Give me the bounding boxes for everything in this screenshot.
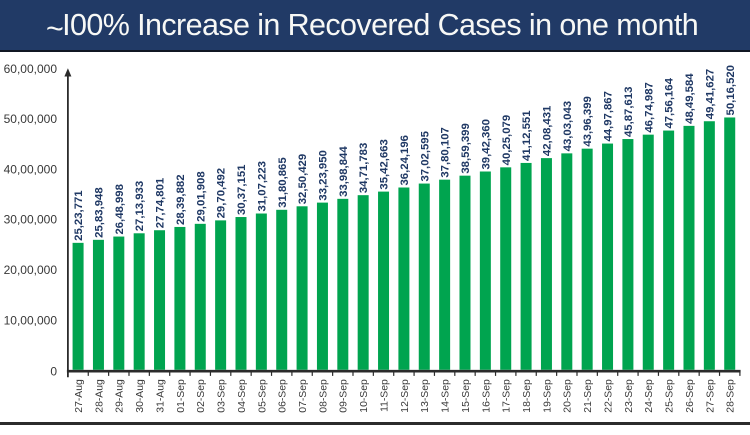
svg-text:10-Sep: 10-Sep <box>359 379 370 413</box>
svg-text:28,39,882: 28,39,882 <box>175 174 187 224</box>
svg-text:48,49,584: 48,49,584 <box>684 73 696 124</box>
svg-text:31-Aug: 31-Aug <box>155 379 166 413</box>
svg-text:46,74,987: 46,74,987 <box>643 82 655 132</box>
svg-text:14-Sep: 14-Sep <box>441 379 452 413</box>
svg-text:38,59,399: 38,59,399 <box>460 123 472 173</box>
svg-text:35,42,663: 35,42,663 <box>379 139 391 189</box>
svg-text:24-Sep: 24-Sep <box>644 379 655 413</box>
svg-text:17-Sep: 17-Sep <box>502 379 513 413</box>
svg-text:28-Sep: 28-Sep <box>726 379 737 413</box>
svg-text:50,00,000: 50,00,000 <box>4 112 58 126</box>
svg-text:01-Sep: 01-Sep <box>176 379 187 413</box>
svg-text:27,13,933: 27,13,933 <box>134 181 146 231</box>
svg-text:20-Sep: 20-Sep <box>563 379 574 413</box>
svg-text:25,23,771: 25,23,771 <box>73 190 85 240</box>
svg-text:18-Sep: 18-Sep <box>522 379 533 413</box>
svg-text:20,00,000: 20,00,000 <box>4 263 58 277</box>
svg-text:60,00,000: 60,00,000 <box>4 62 58 76</box>
svg-text:47,56,164: 47,56,164 <box>664 77 676 128</box>
svg-text:39,42,360: 39,42,360 <box>480 119 492 169</box>
svg-text:03-Sep: 03-Sep <box>217 379 228 413</box>
svg-text:04-Sep: 04-Sep <box>237 379 248 413</box>
svg-text:27-Aug: 27-Aug <box>74 379 85 413</box>
svg-text:08-Sep: 08-Sep <box>318 379 329 413</box>
svg-text:10,00,000: 10,00,000 <box>4 313 58 327</box>
svg-text:12-Sep: 12-Sep <box>400 379 411 413</box>
svg-text:40,00,000: 40,00,000 <box>4 162 58 176</box>
svg-text:21-Sep: 21-Sep <box>583 379 594 413</box>
svg-text:25,83,948: 25,83,948 <box>94 187 106 237</box>
svg-text:09-Sep: 09-Sep <box>339 379 350 413</box>
svg-text:32,50,429: 32,50,429 <box>297 154 309 204</box>
svg-text:40,25,079: 40,25,079 <box>501 115 513 165</box>
svg-text:29,01,908: 29,01,908 <box>195 171 207 221</box>
svg-text:30-Aug: 30-Aug <box>135 379 146 413</box>
svg-text:06-Sep: 06-Sep <box>278 379 289 413</box>
svg-text:31,80,865: 31,80,865 <box>277 157 289 207</box>
svg-text:26-Sep: 26-Sep <box>685 379 696 413</box>
svg-text:45,87,613: 45,87,613 <box>623 87 635 137</box>
svg-text:37,02,595: 37,02,595 <box>419 131 431 181</box>
svg-text:22-Sep: 22-Sep <box>603 379 614 413</box>
svg-text:15-Sep: 15-Sep <box>461 379 472 413</box>
svg-text:50,16,520: 50,16,520 <box>725 65 737 115</box>
svg-text:37,80,107: 37,80,107 <box>440 127 452 177</box>
svg-text:16-Sep: 16-Sep <box>481 379 492 413</box>
svg-text:27,74,801: 27,74,801 <box>155 178 167 228</box>
svg-text:11-Sep: 11-Sep <box>379 379 390 412</box>
svg-text:33,98,844: 33,98,844 <box>338 146 350 197</box>
svg-text:41,12,551: 41,12,551 <box>521 110 533 160</box>
svg-text:33,23,950: 33,23,950 <box>318 150 330 200</box>
svg-text:43,96,399: 43,96,399 <box>582 96 594 146</box>
svg-text:28-Aug: 28-Aug <box>94 379 105 413</box>
svg-text:27-Sep: 27-Sep <box>705 379 716 413</box>
svg-text:34,71,783: 34,71,783 <box>358 143 370 193</box>
svg-text:02-Sep: 02-Sep <box>196 379 207 413</box>
svg-text:31,07,223: 31,07,223 <box>256 161 268 211</box>
svg-text:43,03,043: 43,03,043 <box>562 101 574 151</box>
svg-text:23-Sep: 23-Sep <box>624 379 635 413</box>
svg-text:29,70,492: 29,70,492 <box>216 168 228 218</box>
svg-text:29-Aug: 29-Aug <box>115 379 126 413</box>
svg-text:0: 0 <box>50 365 57 379</box>
svg-text:49,41,627: 49,41,627 <box>704 69 716 119</box>
svg-text:30,00,000: 30,00,000 <box>4 213 58 227</box>
svg-text:42,08,431: 42,08,431 <box>542 106 554 156</box>
svg-text:26,48,998: 26,48,998 <box>114 184 126 234</box>
svg-text:44,97,867: 44,97,867 <box>603 91 615 141</box>
svg-text:13-Sep: 13-Sep <box>420 379 431 413</box>
svg-text:05-Sep: 05-Sep <box>257 379 268 413</box>
svg-text:36,24,196: 36,24,196 <box>399 135 411 185</box>
svg-text:25-Sep: 25-Sep <box>665 379 676 413</box>
svg-text:07-Sep: 07-Sep <box>298 379 309 413</box>
svg-text:19-Sep: 19-Sep <box>542 379 553 413</box>
svg-text:30,37,151: 30,37,151 <box>236 165 248 215</box>
